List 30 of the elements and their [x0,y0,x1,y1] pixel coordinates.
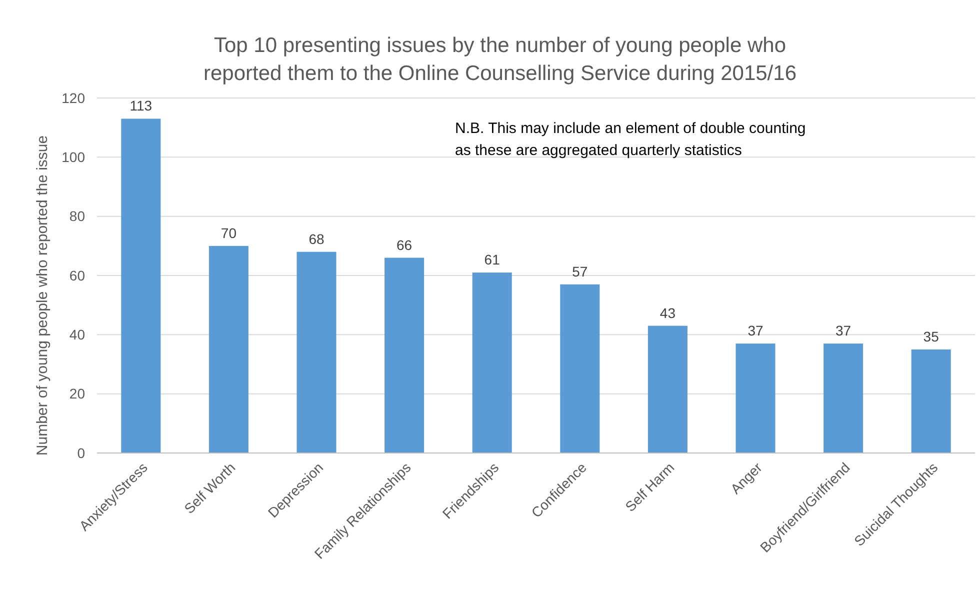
data-label: 37 [748,322,764,339]
y-tick-label: 0 [77,444,86,461]
y-tick-label: 80 [69,208,86,224]
data-label: 37 [836,322,852,339]
data-label: 61 [484,252,500,268]
bar [208,246,248,453]
y-tick-label: 20 [69,386,86,402]
bar [736,344,776,453]
bar [296,252,336,453]
data-label: 68 [308,230,324,247]
bar [472,272,512,453]
data-label: 66 [396,236,412,253]
y-tick-label: 120 [62,90,86,106]
data-label: 70 [220,224,237,241]
y-tick-label: 60 [69,267,86,284]
y-axis-title: Number of young people who reported the issue [34,135,51,456]
bar [824,344,864,453]
bar [384,258,424,453]
bar [648,326,688,453]
y-tick-label: 100 [62,149,86,166]
y-tick-label: 40 [69,326,86,343]
data-label: 35 [923,328,940,344]
bar [121,118,161,453]
chart-title: Top 10 presenting issues by the number of young people who reported them to the Online Counselling Service during 2015/16 [203,34,797,85]
bar [560,284,600,453]
bar [911,349,951,453]
data-label: 113 [130,98,152,114]
annotation: N.B. This may include an element of double counting as these are aggregated quarterly statistics [455,120,806,159]
data-label: 43 [660,304,676,321]
data-label: 57 [572,263,588,280]
